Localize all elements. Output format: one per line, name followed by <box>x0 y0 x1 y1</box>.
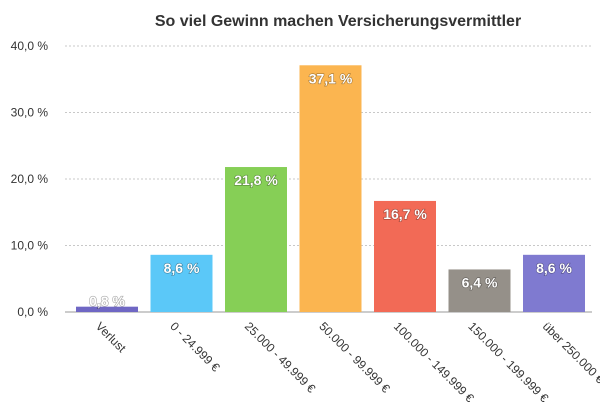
bar <box>150 254 213 312</box>
x-tick-label: 50.000 - 99.999 € <box>316 319 393 396</box>
chart-title: So viel Gewinn machen Versicherungsvermi… <box>155 13 521 30</box>
data-label: 6,4 % <box>462 274 498 290</box>
x-tick-label: Verlust <box>93 319 129 355</box>
bar <box>299 65 362 312</box>
x-tick-label: 0 - 24.999 € <box>167 319 222 374</box>
x-tick-label: 25.000 - 49.999 € <box>242 319 319 396</box>
bar <box>374 200 436 312</box>
x-tick-label: über 250.000 € <box>540 319 600 386</box>
data-label: 8,6 % <box>164 260 200 276</box>
y-tick-label: 40,0 % <box>11 39 49 53</box>
data-label: 16,7 % <box>383 206 427 222</box>
x-tick-label: 100.000 - 149.999 € <box>391 319 477 405</box>
bar <box>448 269 511 312</box>
data-label: 37,1 % <box>309 70 353 86</box>
y-tick-label: 30,0 % <box>11 106 49 120</box>
bar <box>225 167 287 312</box>
bar <box>76 306 138 312</box>
bar <box>523 254 585 312</box>
data-label: 0,8 % <box>89 293 125 309</box>
y-tick-label: 20,0 % <box>11 172 49 186</box>
x-tick-label: 150.000 - 199.999 € <box>465 319 551 405</box>
data-label: 8,6 % <box>536 260 572 276</box>
y-tick-label: 10,0 % <box>11 239 49 253</box>
data-label: 21,8 % <box>234 172 278 188</box>
y-tick-label: 0,0 % <box>17 305 48 319</box>
